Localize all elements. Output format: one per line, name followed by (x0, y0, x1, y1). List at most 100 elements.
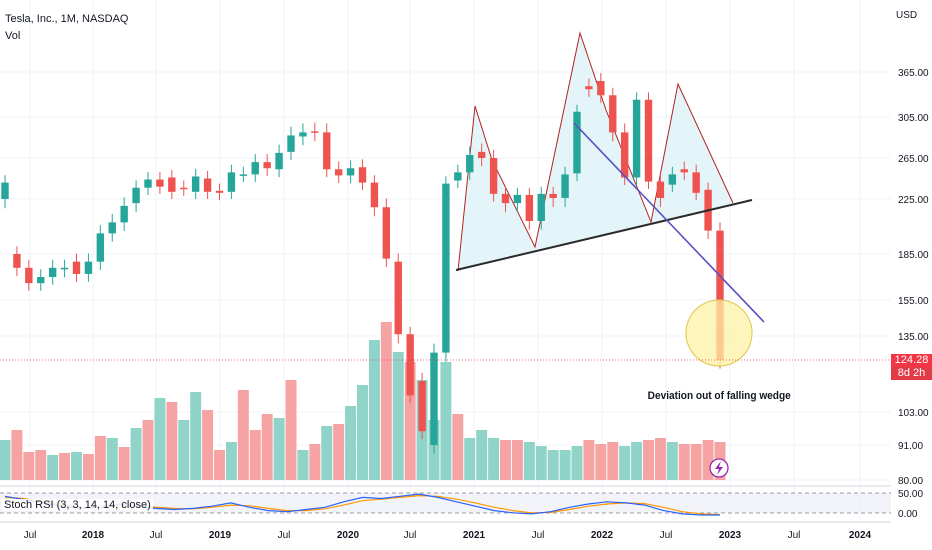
volume-bars (0, 322, 726, 480)
candle-body (561, 174, 569, 198)
volume-bar (82, 454, 94, 480)
candle-body (239, 174, 248, 176)
candle-body (191, 176, 200, 192)
candle-body (263, 162, 271, 169)
time-axis[interactable]: Jul 2018 Jul 2019 Jul 2020 Jul 2021 Jul 2022 Jul 20… (0, 521, 891, 541)
candle-body (287, 135, 295, 152)
time-tick-label: Jul (278, 530, 291, 541)
volume-bar (368, 340, 380, 480)
price-tick-label: 91.00 (898, 441, 923, 452)
candle-body (96, 233, 105, 262)
volume-bar (440, 362, 452, 480)
candle-body (215, 190, 224, 193)
volume-bar (619, 446, 631, 480)
volume-bar (273, 418, 285, 480)
candle-body (168, 177, 176, 192)
pattern-fill (458, 33, 733, 271)
price-tick-label: 135.00 (898, 332, 929, 343)
volume-bar (607, 442, 619, 480)
candle-body (692, 172, 700, 193)
volume-bar (142, 420, 154, 480)
candle-body (454, 172, 462, 181)
volume-bar (345, 406, 357, 480)
candle-body (311, 131, 319, 133)
time-tick-label: 2022 (591, 530, 614, 541)
candle-body (513, 194, 522, 204)
volume-bar (59, 453, 71, 480)
time-tick-label: 2024 (849, 530, 872, 541)
wedge-line (573, 122, 765, 323)
candle-body (120, 205, 128, 223)
price-tick-label: 365.00 (898, 68, 929, 79)
candle-body (430, 352, 438, 445)
candle-body (346, 168, 355, 176)
volume-bar (130, 428, 142, 480)
volume-bar (309, 444, 321, 480)
price-axis[interactable]: 365.00 305.00 265.00 225.00 185.00 155.00 135.… (898, 68, 929, 520)
volume-bar (285, 380, 297, 480)
candle-body (72, 261, 81, 274)
candle-body (644, 99, 653, 182)
candle-body (358, 167, 367, 183)
volume-bar (571, 446, 583, 480)
volume-bar (190, 392, 202, 480)
time-tick-label: 2021 (463, 530, 486, 541)
candle-body (251, 162, 259, 175)
candle-body (489, 158, 498, 194)
candle-body (1, 182, 9, 199)
price-tick-label: 155.00 (898, 296, 929, 307)
volume-bar (35, 450, 47, 480)
volume-bar (71, 452, 82, 480)
price-tick-label: 265.00 (898, 154, 929, 165)
volume-bar (654, 438, 666, 480)
volume-bar (643, 440, 654, 480)
candle-body (609, 95, 617, 133)
price-tick-label: 80.00 (898, 476, 923, 487)
volume-bar (595, 444, 607, 480)
lightning-icon[interactable] (709, 458, 729, 478)
volume-bar (23, 452, 35, 480)
volume-bar (452, 414, 464, 480)
volume-bar (690, 444, 702, 480)
candle-body (227, 172, 236, 192)
head-shoulders-pattern (457, 31, 734, 272)
candle-body (418, 381, 426, 432)
volume-bar (225, 442, 237, 480)
neckline (455, 199, 753, 271)
candle-body (299, 132, 307, 137)
volume-bar (523, 442, 535, 480)
candle-body (275, 152, 283, 170)
candle-body (156, 179, 164, 187)
candle-body (382, 207, 391, 259)
candle-body (656, 181, 665, 198)
candle-body (442, 183, 450, 353)
volume-bar (178, 420, 190, 480)
volume-label: Vol (5, 30, 21, 42)
volume-bar (154, 398, 166, 480)
candle-body (394, 261, 402, 335)
candle-body (597, 81, 605, 96)
candle-body (334, 169, 343, 176)
candle-body (632, 99, 641, 178)
volume-bar (678, 444, 690, 480)
candle-body (60, 267, 69, 270)
volume-bar (583, 440, 595, 480)
volume-bar (237, 390, 249, 480)
time-tick-label: Jul (24, 530, 37, 541)
candle-body (37, 277, 45, 284)
time-tick-label: 2023 (719, 530, 742, 541)
last-price-tag: 124.28 (891, 354, 932, 367)
candle-body (203, 178, 212, 192)
candle-body (525, 194, 534, 221)
candle-body (501, 193, 510, 204)
volume-bar (0, 440, 11, 480)
candle-body (48, 267, 57, 277)
price-tick-label: 103.00 (898, 408, 929, 419)
volume-bar (547, 450, 559, 480)
candle-body (680, 169, 688, 173)
time-tick-label: 2019 (209, 530, 232, 541)
annotation-label: Deviation out of falling wedge (648, 390, 791, 402)
volume-bar (464, 438, 476, 480)
candle-body (585, 86, 593, 90)
